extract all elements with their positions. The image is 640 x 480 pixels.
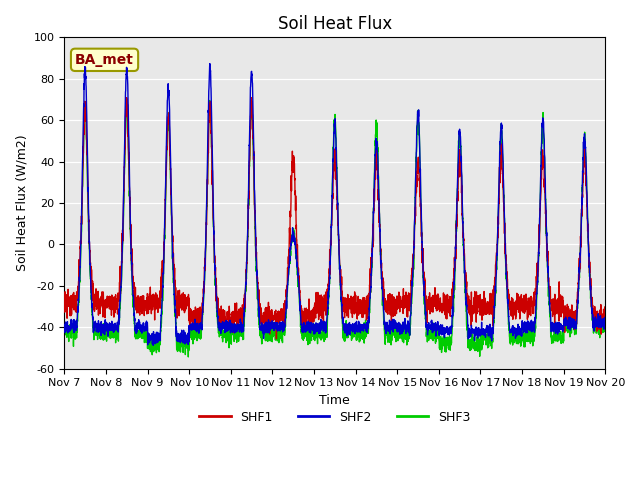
SHF3: [554, 332, 562, 338]
Legend: SHF1, SHF2, SHF3: SHF1, SHF2, SHF3: [195, 406, 476, 429]
SHF1: [490, 298, 498, 303]
Text: BA_met: BA_met: [75, 53, 134, 67]
SHF2: [206, 61, 214, 67]
SHF2: [289, 231, 297, 237]
Line: SHF1: SHF1: [64, 97, 605, 339]
SHF3: [428, 334, 435, 340]
Y-axis label: Soil Heat Flux (W/m2): Soil Heat Flux (W/m2): [15, 134, 28, 271]
SHF1: [273, 336, 280, 342]
Line: SHF3: SHF3: [64, 100, 605, 357]
SHF1: [248, 95, 255, 100]
SHF3: [301, 330, 308, 336]
SHF1: [60, 300, 68, 306]
SHF3: [371, 138, 379, 144]
SHF1: [301, 311, 308, 317]
SHF2: [428, 320, 435, 325]
SHF3: [60, 335, 68, 340]
SHF2: [371, 152, 379, 157]
SHF1: [602, 312, 609, 318]
SHF2: [301, 322, 308, 328]
SHF1: [289, 156, 297, 161]
Title: Soil Heat Flux: Soil Heat Flux: [278, 15, 392, 33]
SHF3: [289, 226, 297, 231]
SHF2: [490, 309, 498, 314]
SHF1: [554, 296, 562, 301]
SHF2: [60, 323, 68, 328]
SHF1: [371, 176, 379, 181]
X-axis label: Time: Time: [319, 394, 350, 407]
Line: SHF2: SHF2: [64, 64, 605, 345]
SHF2: [554, 326, 562, 332]
SHF3: [602, 324, 609, 329]
SHF3: [490, 314, 498, 320]
SHF2: [602, 320, 609, 326]
SHF3: [206, 97, 214, 103]
SHF2: [149, 342, 157, 348]
SHF1: [428, 296, 435, 301]
SHF3: [184, 354, 192, 360]
